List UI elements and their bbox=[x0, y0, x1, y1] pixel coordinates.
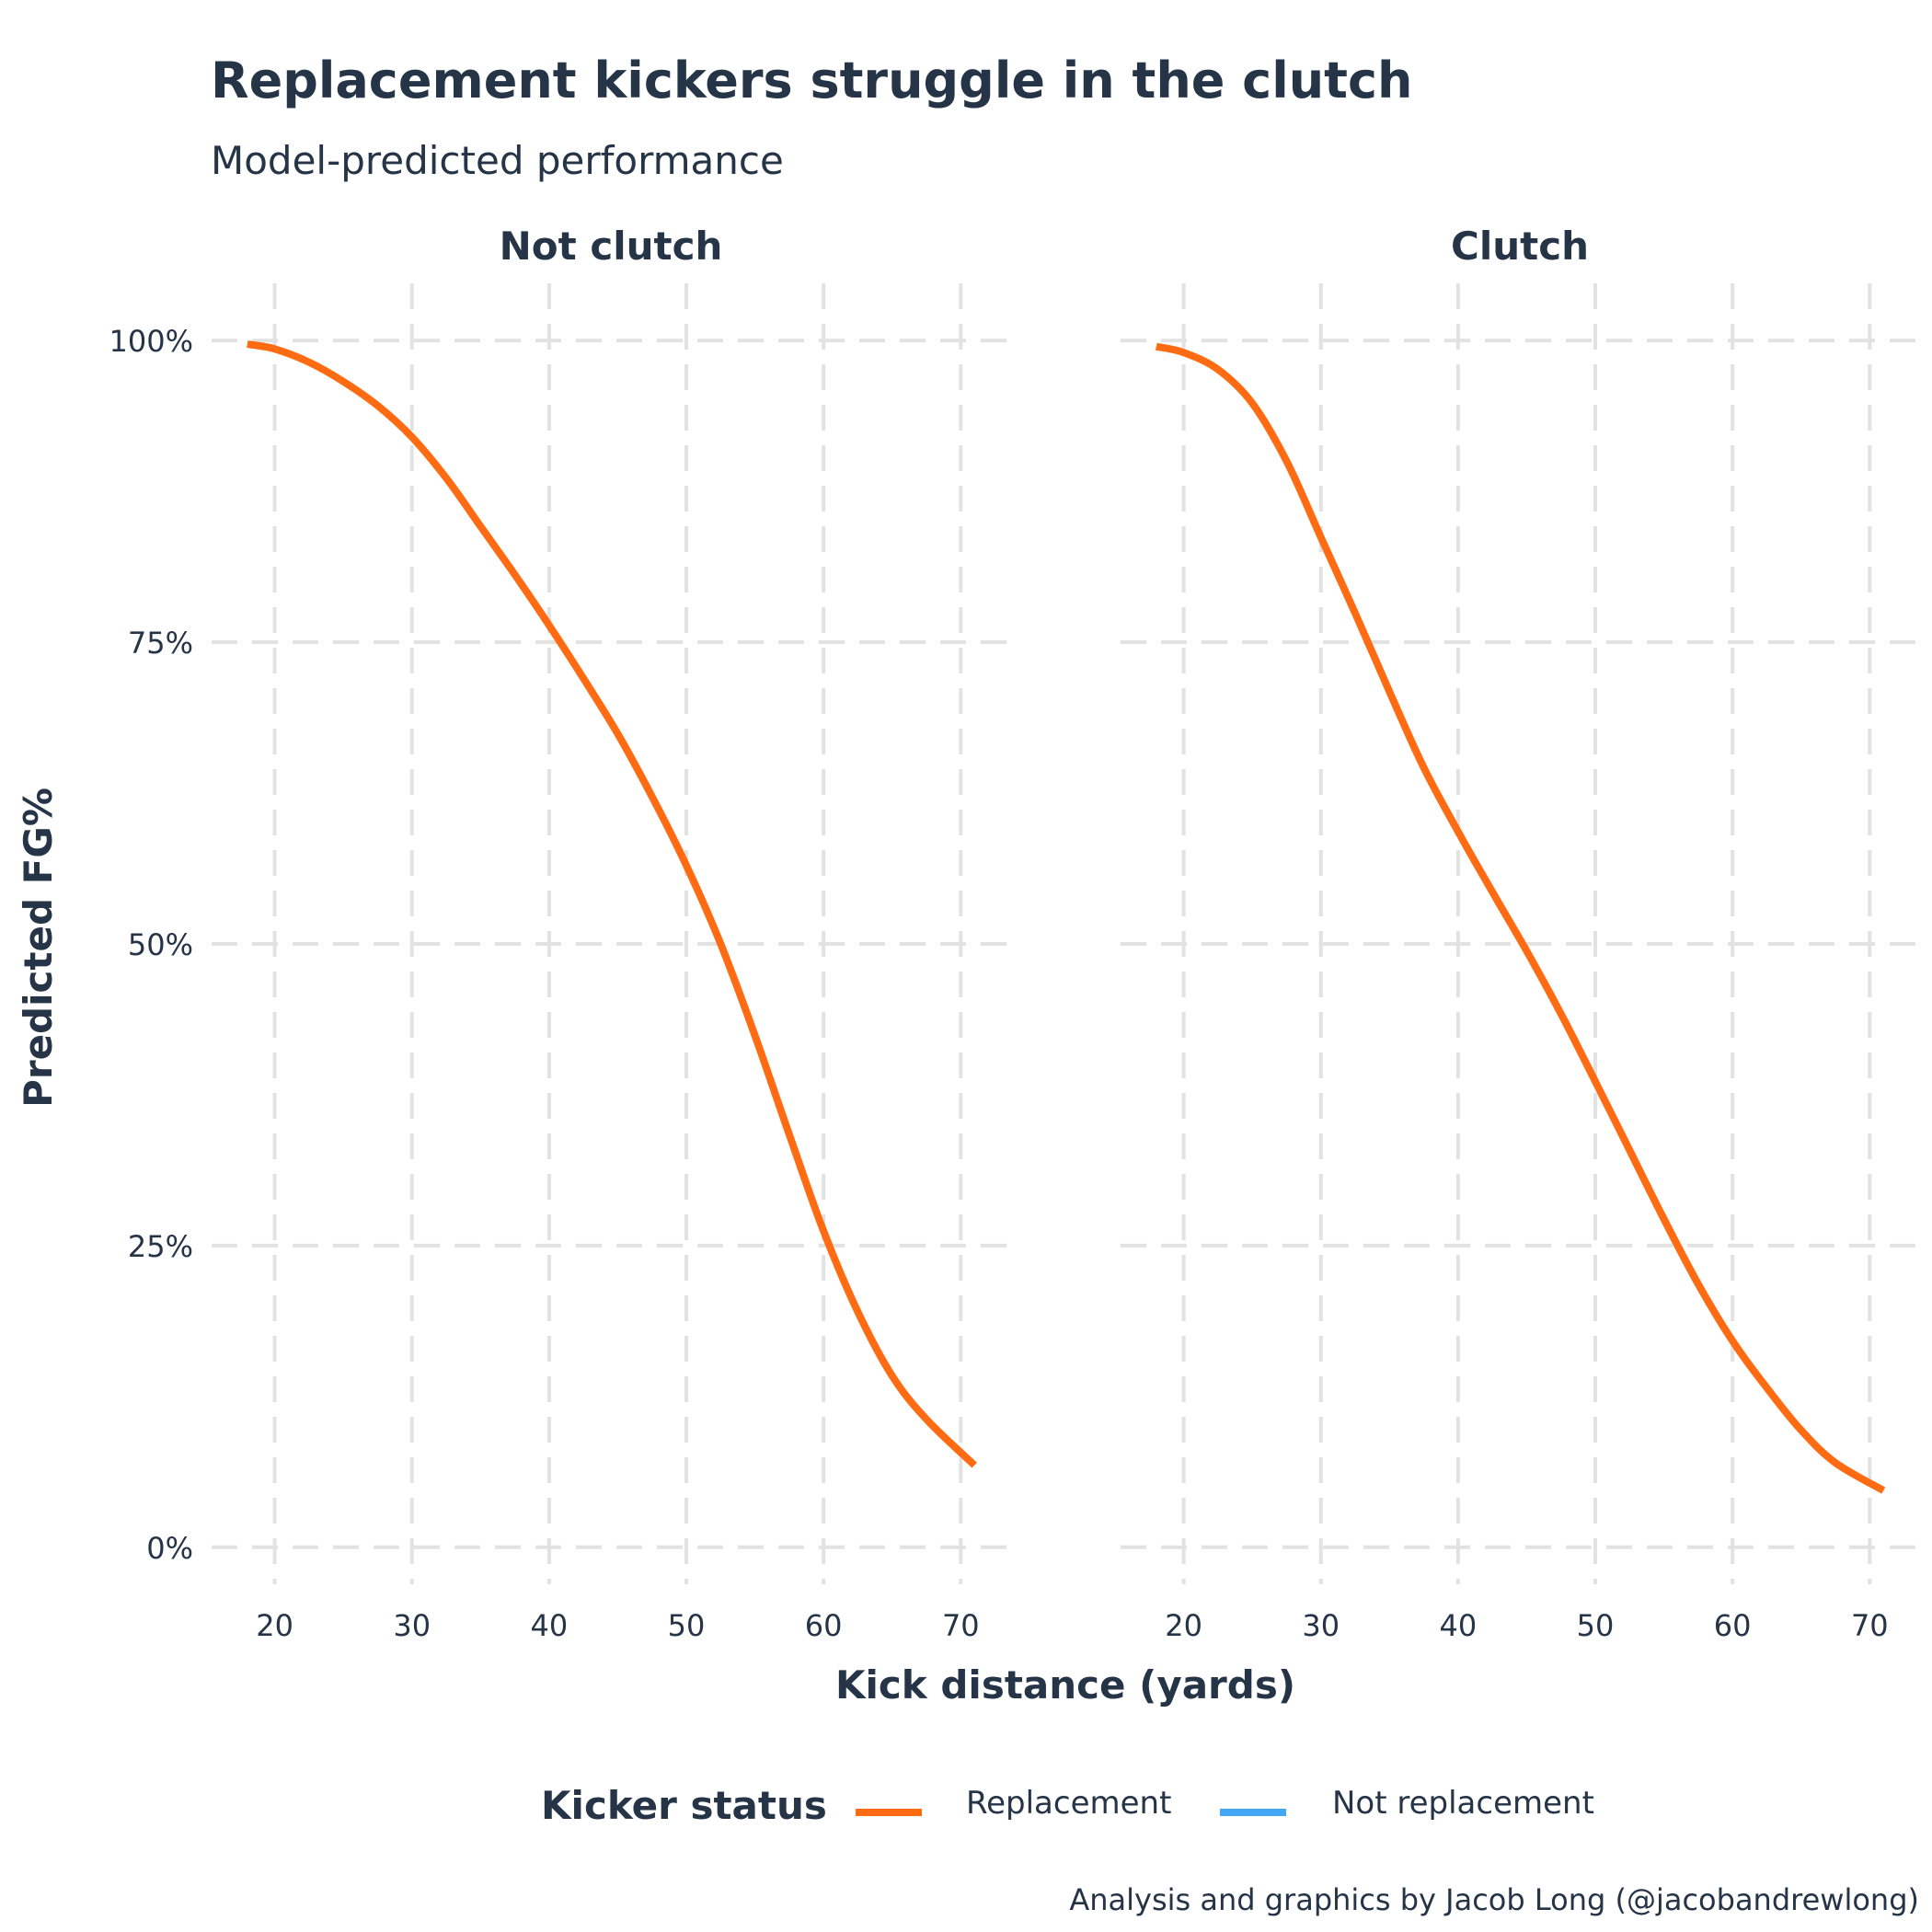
chart-canvas: 0% 25% 50% 75% 100% 20 30 40 50 60 70 Not clutch 20 3… bbox=[16, 224, 1919, 1708]
x-axis-title: Kick distance (yards) bbox=[835, 1662, 1295, 1708]
y-tick-label: 75% bbox=[128, 626, 193, 661]
legend-title: Kicker status bbox=[541, 1783, 827, 1828]
y-tick-label: 0% bbox=[146, 1531, 193, 1566]
panel-title: Not clutch bbox=[500, 224, 723, 269]
y-axis-title: Predicted FG% bbox=[16, 788, 61, 1108]
series-layer bbox=[247, 340, 1886, 1494]
series-line-replacement-panel-1 bbox=[247, 340, 977, 1468]
panel-title: Clutch bbox=[1451, 224, 1589, 269]
x-tick-label: 60 bbox=[805, 1608, 843, 1643]
legend-key-not-replacement bbox=[1220, 1809, 1286, 1816]
x-tick-label: 50 bbox=[668, 1608, 706, 1643]
series-line-replacement-panel-2 bbox=[1155, 342, 1886, 1494]
legend-label-replacement: Replacement bbox=[966, 1785, 1172, 1822]
x-tick-label: 70 bbox=[942, 1608, 980, 1643]
grid-layer bbox=[212, 283, 1919, 1584]
y-tick-label: 50% bbox=[128, 927, 193, 962]
x-tick-label: 40 bbox=[1440, 1608, 1478, 1643]
label-layer: 0% 25% 50% 75% 100% 20 30 40 50 60 70 Not clutch 20 3… bbox=[16, 224, 1889, 1708]
x-tick-label: 20 bbox=[1165, 1608, 1202, 1643]
x-tick-label: 60 bbox=[1714, 1608, 1752, 1643]
x-tick-label: 70 bbox=[1851, 1608, 1889, 1643]
legend-label-not-replacement: Not replacement bbox=[1332, 1785, 1594, 1822]
legend-key-replacement bbox=[856, 1809, 922, 1816]
x-tick-label: 40 bbox=[531, 1608, 569, 1643]
chart-title: Replacement kickers struggle in the clut… bbox=[211, 52, 1413, 109]
caption: Analysis and graphics by Jacob Long (@ja… bbox=[1069, 1882, 1919, 1917]
legend: Kicker status Replacement Not replacemen… bbox=[0, 1777, 1932, 1842]
x-tick-label: 30 bbox=[1302, 1608, 1340, 1643]
y-tick-label: 100% bbox=[109, 324, 193, 359]
x-tick-label: 20 bbox=[256, 1608, 293, 1643]
y-tick-label: 25% bbox=[128, 1229, 193, 1264]
x-tick-label: 30 bbox=[393, 1608, 431, 1643]
chart-subtitle: Model-predicted performance bbox=[211, 138, 784, 183]
x-tick-label: 50 bbox=[1577, 1608, 1615, 1643]
